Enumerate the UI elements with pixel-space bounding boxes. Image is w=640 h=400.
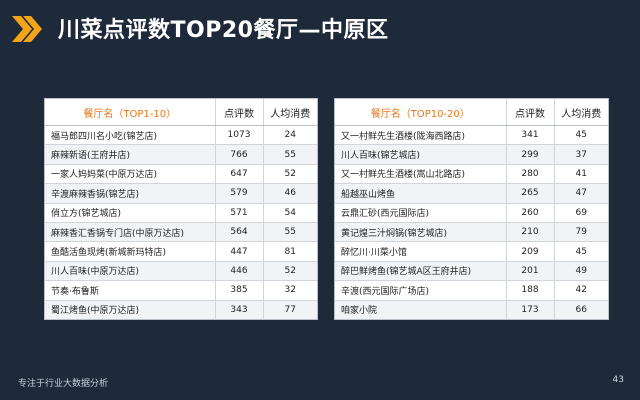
table-row: 川人百味(锦艺城店) 299 37 (335, 144, 608, 165)
avg-spend-cell: 52 (263, 261, 317, 282)
column-header-restaurant: 餐厅名（TOP1-10） (45, 99, 216, 126)
review-count-cell: 385 (215, 280, 264, 301)
table-row: 醉忆川·川菜小馆 209 45 (335, 241, 608, 262)
restaurant-name-cell: 俏立方(锦艺城店) (45, 203, 216, 223)
avg-spend-cell: 69 (554, 203, 608, 223)
avg-spend-cell: 77 (263, 300, 317, 319)
table-row: 又一村鲜先生酒楼(嵩山北路店) 280 41 (335, 164, 608, 185)
review-count-cell: 647 (215, 164, 264, 185)
right-table: 餐厅名（TOP10-20） 点评数 人均消费 又一村鲜先生酒楼(陇海西路店) 34… (334, 98, 609, 320)
avg-spend-cell: 52 (263, 164, 317, 185)
avg-spend-cell: 66 (554, 300, 608, 319)
column-header-reviews: 点评数 (506, 99, 555, 126)
restaurant-name-cell: 醉巴鲜烤鱼(锦艺城A区王府井店) (335, 261, 507, 282)
table-row: 辛渡麻辣香锅(锦艺店) 579 46 (45, 183, 317, 204)
review-count-cell: 173 (506, 300, 555, 319)
avg-spend-cell: 47 (554, 183, 608, 204)
table-row: 蜀江烤鱼(中原万达店) 343 77 (45, 300, 317, 319)
table-row: 辛渡(西元国际广场店) 188 42 (335, 280, 608, 301)
avg-spend-cell: 37 (554, 144, 608, 165)
review-count-cell: 265 (506, 183, 555, 204)
restaurant-name-cell: 麻辣新语(王府井店) (45, 144, 216, 165)
avg-spend-cell: 41 (554, 164, 608, 185)
review-count-cell: 209 (506, 241, 555, 262)
restaurant-name-cell: 辛渡(西元国际广场店) (335, 280, 507, 301)
footer-tagline: 专注于行业大数据分析 (18, 379, 109, 389)
review-count-cell: 447 (215, 241, 264, 262)
review-count-cell: 564 (215, 222, 264, 243)
restaurant-name-cell: 咱家小院 (335, 300, 507, 319)
table-row: 麻辣香汇香锅专门店(中原万达店) 564 55 (45, 222, 317, 243)
table-row: 黄记煌三汁焖锅(锦艺城店) 210 79 (335, 222, 608, 243)
restaurant-name-cell: 川人百味(锦艺城店) (335, 144, 507, 165)
review-count-cell: 1073 (215, 125, 264, 146)
table-row: 云鼎汇砂(西元国际店) 260 69 (335, 203, 608, 223)
review-count-cell: 766 (215, 144, 264, 165)
restaurant-name-cell: 麻辣香汇香锅专门店(中原万达店) (45, 222, 216, 243)
review-count-cell: 280 (506, 164, 555, 185)
restaurant-name-cell: 福马郎四川名小吃(锦艺店) (45, 125, 216, 146)
restaurant-name-cell: 蜀江烤鱼(中原万达店) (45, 300, 216, 319)
restaurant-name-cell: 节奏·布鲁斯 (45, 280, 216, 301)
page-title: 川菜点评数TOP20餐厅—中原区 (58, 18, 389, 43)
avg-spend-cell: 24 (263, 125, 317, 146)
right-table-header-row: 餐厅名（TOP10-20） 点评数 人均消费 (335, 99, 608, 126)
avg-spend-cell: 42 (554, 280, 608, 301)
review-count-cell: 341 (506, 125, 555, 146)
table-row: 一家人妈妈菜(中原万达店) 647 52 (45, 164, 317, 185)
avg-spend-cell: 79 (554, 222, 608, 243)
table-row: 福马郎四川名小吃(锦艺店) 1073 24 (45, 125, 317, 146)
restaurant-name-cell: 云鼎汇砂(西元国际店) (335, 203, 507, 223)
review-count-cell: 343 (215, 300, 264, 319)
restaurant-name-cell: 醉忆川·川菜小馆 (335, 241, 507, 262)
restaurant-name-cell: 又一村鲜先生酒楼(嵩山北路店) (335, 164, 507, 185)
restaurant-name-cell: 一家人妈妈菜(中原万达店) (45, 164, 216, 185)
review-count-cell: 188 (506, 280, 555, 301)
review-count-cell: 579 (215, 183, 264, 204)
table-row: 咱家小院 173 66 (335, 300, 608, 319)
page-number: 43 (612, 375, 624, 385)
avg-spend-cell: 45 (554, 241, 608, 262)
avg-spend-cell: 55 (263, 144, 317, 165)
restaurant-name-cell: 又一村鲜先生酒楼(陇海西路店) (335, 125, 507, 146)
column-header-avg-spend: 人均消费 (263, 99, 317, 126)
table-row: 节奏·布鲁斯 385 32 (45, 280, 317, 301)
left-table-header-row: 餐厅名（TOP1-10） 点评数 人均消费 (45, 99, 317, 126)
avg-spend-cell: 54 (263, 203, 317, 223)
left-table: 餐厅名（TOP1-10） 点评数 人均消费 福马郎四川名小吃(锦艺店) 1073 2… (44, 98, 318, 320)
review-count-cell: 260 (506, 203, 555, 223)
restaurant-name-cell: 黄记煌三汁焖锅(锦艺城店) (335, 222, 507, 243)
avg-spend-cell: 32 (263, 280, 317, 301)
restaurant-name-cell: 辛渡麻辣香锅(锦艺店) (45, 183, 216, 204)
review-count-cell: 571 (215, 203, 264, 223)
table-row: 醉巴鲜烤鱼(锦艺城A区王府井店) 201 49 (335, 261, 608, 282)
table-row: 又一村鲜先生酒楼(陇海西路店) 341 45 (335, 125, 608, 146)
review-count-cell: 446 (215, 261, 264, 282)
table-row: 俏立方(锦艺城店) 571 54 (45, 203, 317, 223)
avg-spend-cell: 55 (263, 222, 317, 243)
table-row: 船越巫山烤鱼 265 47 (335, 183, 608, 204)
restaurant-name-cell: 船越巫山烤鱼 (335, 183, 507, 204)
column-header-restaurant: 餐厅名（TOP10-20） (335, 99, 507, 126)
restaurant-name-cell: 川人百味(中原万达店) (45, 261, 216, 282)
avg-spend-cell: 45 (554, 125, 608, 146)
double-chevron-right-icon (12, 16, 42, 42)
table-row: 川人百味(中原万达店) 446 52 (45, 261, 317, 282)
table-row: 鱼酷活鱼现烤(新城新玛特店) 447 81 (45, 241, 317, 262)
avg-spend-cell: 49 (554, 261, 608, 282)
review-count-cell: 299 (506, 144, 555, 165)
column-header-avg-spend: 人均消费 (554, 99, 608, 126)
review-count-cell: 210 (506, 222, 555, 243)
title-bar: 川菜点评数TOP20餐厅—中原区 (0, 0, 640, 58)
column-header-reviews: 点评数 (215, 99, 264, 126)
restaurant-name-cell: 鱼酷活鱼现烤(新城新玛特店) (45, 241, 216, 262)
review-count-cell: 201 (506, 261, 555, 282)
avg-spend-cell: 46 (263, 183, 317, 204)
table-row: 麻辣新语(王府井店) 766 55 (45, 144, 317, 165)
avg-spend-cell: 81 (263, 241, 317, 262)
